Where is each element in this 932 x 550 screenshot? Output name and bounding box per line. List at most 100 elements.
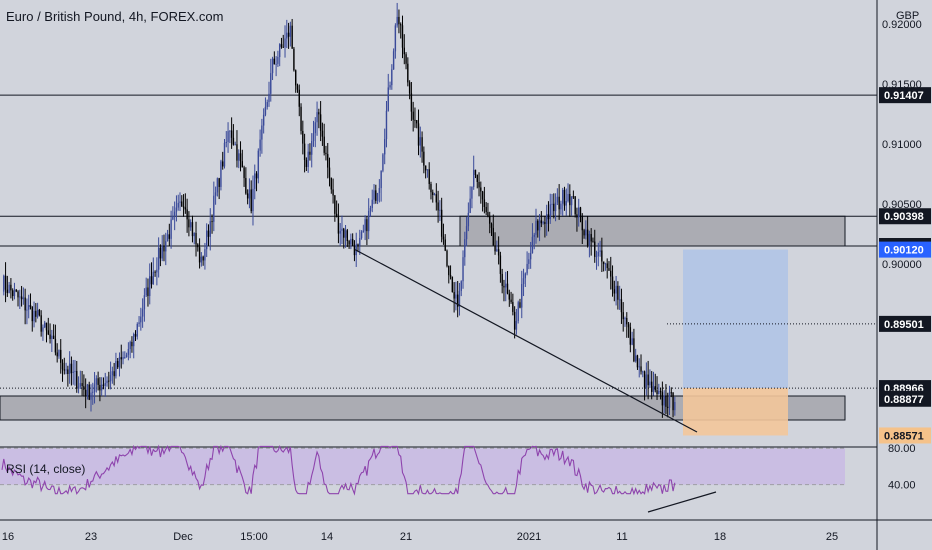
candle-body [111, 371, 114, 376]
candle-body [179, 201, 181, 203]
candle-body [323, 136, 325, 153]
candle-body [642, 371, 644, 373]
candle-body [131, 341, 133, 347]
candle-body [35, 310, 37, 317]
candle-body [430, 184, 432, 193]
candle-body [213, 195, 215, 222]
candle-body [113, 371, 115, 377]
candle-body [492, 227, 494, 246]
candle-body [601, 250, 603, 262]
candle-body [327, 154, 329, 168]
candle-body [109, 375, 112, 382]
candle-body [165, 241, 167, 252]
candle-body [465, 226, 468, 240]
long-position-target-zone[interactable] [683, 249, 788, 389]
candle-body [99, 384, 101, 391]
candle-body [501, 273, 503, 286]
candle-body [307, 151, 309, 168]
candle-body [314, 122, 316, 134]
candle-body [152, 271, 154, 285]
candle-body [191, 222, 194, 237]
candle-body [624, 318, 626, 320]
candle-body [311, 141, 313, 155]
candle-body [337, 217, 340, 234]
candle-body [670, 392, 672, 394]
candle-body [184, 207, 187, 210]
candle-body [303, 143, 306, 160]
candle-body [339, 230, 341, 234]
candle-body [604, 263, 607, 265]
price-marker [879, 315, 931, 332]
candle-body [67, 369, 69, 374]
candle-body [10, 284, 12, 291]
candle-body [248, 189, 251, 199]
candle-body [446, 250, 448, 266]
candle-body [544, 222, 546, 224]
candle-body [665, 395, 667, 407]
candle-body [163, 246, 165, 252]
candle-body [154, 271, 156, 273]
candle-body [238, 153, 240, 161]
candle-body [84, 389, 87, 397]
candle-body [275, 63, 277, 65]
candle-body [330, 177, 332, 190]
candle-body [385, 110, 388, 140]
candle-body [86, 384, 89, 397]
candle-body [592, 241, 594, 243]
candle-body [305, 159, 308, 168]
candle-body [120, 357, 122, 360]
candle-body [262, 114, 265, 126]
candle-body [478, 181, 480, 188]
support-resistance-zone[interactable] [459, 215, 846, 247]
candle-body [332, 189, 334, 196]
long-position-stop-zone[interactable] [683, 388, 788, 436]
candle-body [60, 349, 62, 363]
candle-body [414, 119, 416, 121]
time-axis-label: 21 [400, 531, 412, 543]
candle-body [392, 51, 395, 70]
candle-body [273, 58, 276, 65]
candle-body [364, 219, 366, 231]
candle-body [127, 349, 130, 355]
candle-body [243, 167, 245, 179]
candle-body [464, 239, 466, 258]
candle-body [640, 366, 642, 372]
candle-body [177, 202, 179, 208]
candle-body [278, 44, 281, 58]
candle-body [391, 69, 393, 86]
candle-body [376, 192, 379, 201]
candle-body [521, 284, 523, 308]
candle-body [52, 335, 55, 339]
candle-body [189, 222, 192, 228]
candle-body [344, 230, 347, 238]
candle-body [487, 212, 489, 217]
candle-body [419, 137, 421, 146]
rsi-divergence-line[interactable] [647, 491, 717, 513]
candle-body [149, 276, 151, 297]
candle-body [467, 212, 470, 227]
candle-body [400, 24, 402, 26]
candle-body [20, 296, 23, 300]
candle-body [433, 194, 436, 196]
candle-body [522, 278, 525, 285]
candle-body [173, 211, 176, 217]
candle-body [508, 293, 510, 300]
candle-body [58, 349, 60, 357]
candle-body [444, 239, 446, 251]
candle-body [558, 196, 560, 210]
candle-body [535, 220, 537, 235]
candle-body [631, 338, 633, 345]
candle-body [622, 312, 624, 320]
trendline[interactable] [354, 249, 698, 433]
candle-body [90, 392, 92, 400]
candle-body [40, 315, 42, 332]
candle-body [554, 202, 557, 212]
candle-body [629, 327, 632, 345]
price-tick-label: 0.90000 [882, 259, 922, 271]
candle-body [108, 380, 110, 382]
candle-body [236, 144, 238, 161]
candle-body [33, 310, 35, 322]
candle-body [497, 249, 500, 256]
candle-body [531, 236, 534, 254]
